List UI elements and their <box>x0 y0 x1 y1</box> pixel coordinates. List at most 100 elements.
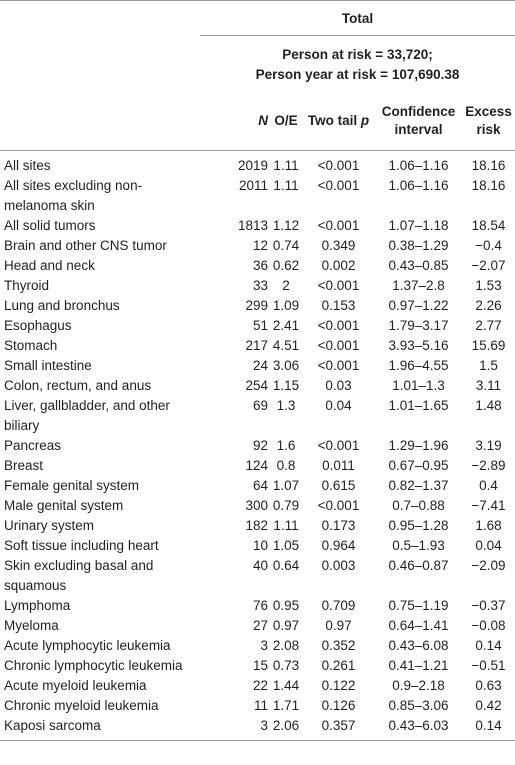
row-label: Urinary system <box>4 518 95 533</box>
row-label: Female genital system <box>4 478 140 493</box>
oe-cell: 1.71 <box>272 698 300 713</box>
excess-cell: −2.09 <box>471 558 506 573</box>
oe-cell: 0.73 <box>272 658 300 673</box>
p-cell: 0.122 <box>321 678 356 693</box>
table-row: Thyroid 33 2 <0.001 1.37–2.8 1.53 <box>0 276 515 296</box>
excess-cell: 0.14 <box>475 718 502 733</box>
n-cell: 76 <box>252 598 268 613</box>
header-text: p <box>360 113 370 128</box>
ci-cell: 0.41–1.21 <box>388 658 449 673</box>
table-row: Lymphoma 76 0.95 0.709 0.75–1.19 −0.37 <box>0 596 515 616</box>
n-cell: 2019 <box>237 158 268 173</box>
table-row: Kaposi sarcoma 3 2.06 0.357 0.43–6.03 0.14 <box>0 716 515 741</box>
excess-cell: 18.54 <box>471 218 506 233</box>
p-cell: <0.001 <box>317 158 360 173</box>
oe-cell: 0.62 <box>272 258 300 273</box>
ci-cell: 1.29–1.96 <box>388 438 449 453</box>
excess-cell: 0.4 <box>479 478 498 493</box>
excess-cell: 3.11 <box>475 378 502 393</box>
oe-cell: 0.8 <box>276 458 296 473</box>
p-cell: 0.04 <box>325 398 352 413</box>
p-cell: 0.126 <box>321 698 356 713</box>
excess-cell: 18.16 <box>471 158 506 173</box>
table-row: Breast 124 0.8 0.011 0.67–0.95 −2.89 <box>0 456 515 476</box>
p-cell: 0.964 <box>321 538 356 553</box>
row-label: Thyroid <box>4 278 50 293</box>
p-cell: <0.001 <box>317 438 360 453</box>
table-row: Skin excluding basal and squamous 40 0.64 0… <box>0 556 515 596</box>
oe-cell: 1.6 <box>276 438 296 453</box>
p-cell: <0.001 <box>317 338 360 353</box>
table-row: Esophagus 51 2.41 <0.001 1.79–3.17 2.77 <box>0 316 515 336</box>
row-label: All solid tumors <box>4 218 96 233</box>
n-cell: 2011 <box>238 178 268 193</box>
table-row: Colon, rectum, and anus 254 1.15 0.03 1.01–1… <box>0 376 515 396</box>
row-label: Chronic myeloid leukemia <box>4 698 159 713</box>
row-label: Kaposi sarcoma <box>4 718 101 733</box>
p-cell: 0.97 <box>325 618 352 633</box>
excess-cell: −0.37 <box>471 598 506 613</box>
n-cell: 1813 <box>237 218 268 233</box>
oe-cell: 1.11 <box>273 518 299 533</box>
table-row: Male genital system 300 0.79 <0.001 0.7–0.88… <box>0 496 515 516</box>
excess-cell: 1.68 <box>475 518 502 533</box>
excess-cell: 1.48 <box>475 398 502 413</box>
n-cell: 36 <box>252 258 268 273</box>
n-cell: 40 <box>252 558 268 573</box>
row-label: Skin excluding basal and squamous <box>4 558 154 593</box>
n-cell: 11 <box>253 698 268 713</box>
ci-cell: 0.7–0.88 <box>392 498 445 513</box>
ci-cell: 1.96–4.55 <box>388 358 449 373</box>
excess-cell: 1.5 <box>479 358 498 373</box>
ci-cell: 1.01–1.65 <box>388 398 449 413</box>
oe-cell: 1.09 <box>272 298 300 313</box>
oe-cell: 1.07 <box>272 478 300 493</box>
oe-cell: 3.06 <box>272 358 300 373</box>
oe-cell: 0.97 <box>272 618 300 633</box>
p-cell: <0.001 <box>317 498 360 513</box>
row-label: Myeloma <box>4 618 59 633</box>
column-header: O/E <box>270 94 302 151</box>
excess-cell: −7.41 <box>471 498 506 513</box>
column-header: Excess risk <box>462 94 515 151</box>
p-cell: 0.349 <box>321 238 356 253</box>
table-row: Female genital system 64 1.07 0.615 0.82–1.3… <box>0 476 515 496</box>
ci-cell: 0.64–1.41 <box>388 618 449 633</box>
table-subtitle: Person at risk = 33,720; Person year at r… <box>200 36 515 95</box>
n-cell: 254 <box>245 378 268 393</box>
oe-cell: 1.3 <box>276 398 296 413</box>
oe-cell: 2.06 <box>272 718 300 733</box>
table-row: Chronic myeloid leukemia 11 1.71 0.126 0.85–… <box>0 696 515 716</box>
table-row: Brain and other CNS tumor 12 0.74 0.349 0.38… <box>0 236 515 256</box>
oe-cell: 1.44 <box>272 678 300 693</box>
table-row: All sites excluding non-melanoma skin 201… <box>0 176 515 216</box>
p-cell: 0.709 <box>321 598 356 613</box>
n-cell: 124 <box>245 458 268 473</box>
results-table: Total Person at risk = 33,720; Person yea… <box>0 0 515 741</box>
oe-cell: 1.15 <box>272 378 300 393</box>
p-cell: 0.03 <box>325 378 352 393</box>
row-label: Soft tissue including heart <box>4 538 159 553</box>
oe-cell: 1.11 <box>273 178 299 193</box>
spacer <box>0 1 200 36</box>
table-row: Liver, gallbladder, and other biliary 69 1… <box>0 396 515 436</box>
ci-cell: 0.95–1.28 <box>388 518 449 533</box>
oe-cell: 2.41 <box>272 318 300 333</box>
n-cell: 27 <box>252 618 268 633</box>
ci-cell: 1.06–1.16 <box>388 158 449 173</box>
row-label: Acute lymphocytic leukemia <box>4 638 171 653</box>
column-header: Two tail p <box>302 94 375 151</box>
oe-cell: 0.74 <box>272 238 300 253</box>
excess-cell: 1.53 <box>475 278 502 293</box>
oe-cell: 1.11 <box>273 158 299 173</box>
table-row: Pancreas 92 1.6 <0.001 1.29–1.96 3.19 <box>0 436 515 456</box>
ci-cell: 0.82–1.37 <box>388 478 449 493</box>
excess-cell: −0.4 <box>475 238 502 253</box>
n-cell: 92 <box>252 438 268 453</box>
excess-cell: 0.63 <box>475 678 502 693</box>
row-label: Chronic lymphocytic leukemia <box>4 658 183 673</box>
oe-cell: 1.05 <box>272 538 300 553</box>
oe-cell: 0.79 <box>272 498 300 513</box>
excess-cell: 2.77 <box>475 318 502 333</box>
